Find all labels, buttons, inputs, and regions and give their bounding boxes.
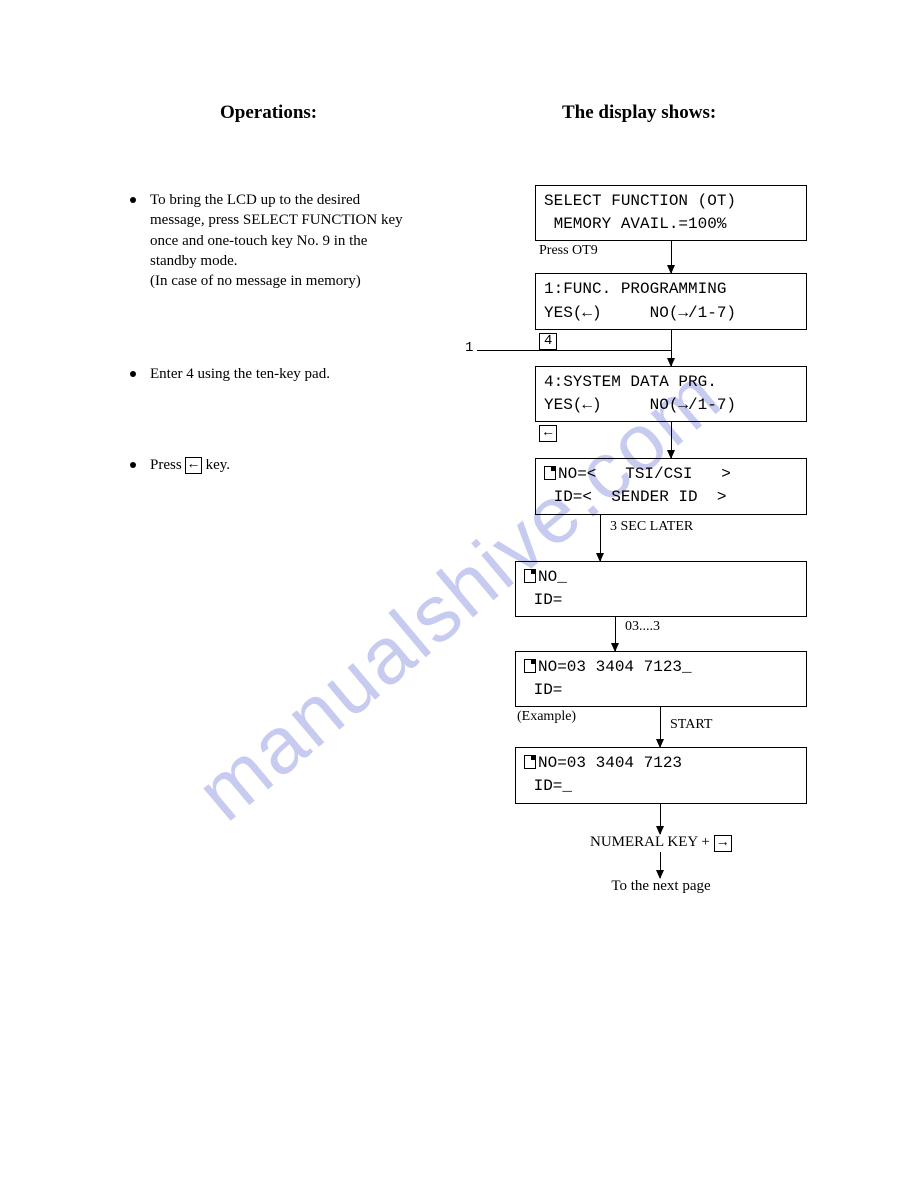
page-icon — [524, 755, 536, 769]
bullet-dot-icon — [130, 197, 136, 203]
lcd-box-2: 1:FUNC. PROGRAMMING YES(←) NO(→/1-7) — [535, 273, 807, 329]
annot-digits: 03....3 — [625, 619, 660, 635]
lcd4-line1: NO=< TSI/CSI > — [558, 465, 731, 483]
bullet-item-2: Enter 4 using the ten-key pad. — [130, 364, 330, 384]
bullet-3-pre: Press — [150, 457, 185, 473]
left-arrow-key-icon: ← — [185, 457, 201, 474]
lcd7-line1: NO=03 3404 7123 — [538, 754, 682, 772]
bullet-dot-icon — [130, 462, 136, 468]
lcd-box-5: NO_ ID= — [515, 561, 807, 617]
annot-start: START — [670, 717, 712, 733]
annot-one: 1 — [465, 340, 473, 356]
display-heading: The display shows: — [562, 102, 716, 124]
annot-next-page: To the next page — [515, 878, 807, 895]
lcd6-line1: NO=03 3404 7123_ — [538, 658, 692, 676]
lcd5-line2: ID= — [524, 591, 562, 609]
page-icon — [524, 569, 536, 583]
lcd-box-3: 4:SYSTEM DATA PRG. YES(←) NO(→/1-7) — [535, 366, 807, 422]
bullet-item-3: Press ← key. — [130, 455, 230, 475]
page-icon — [544, 466, 556, 480]
lcd1-line2: MEMORY AVAIL.=100% — [544, 215, 726, 233]
lcd-box-6: NO=03 3404 7123_ ID= — [515, 651, 807, 707]
lcd1-line1: SELECT FUNCTION (OT) — [544, 192, 736, 210]
flowchart: SELECT FUNCTION (OT) MEMORY AVAIL.=100% … — [495, 185, 815, 895]
annot-press-ot9: Press OT9 — [539, 243, 598, 259]
lcd5-line1: NO_ — [538, 568, 567, 586]
lcd-box-4: NO=< TSI/CSI > ID=< SENDER ID > — [535, 458, 807, 514]
lcd2-line1: 1:FUNC. PROGRAMMING — [544, 280, 726, 298]
numeral-text: NUMERAL KEY + — [590, 834, 714, 850]
lcd2-line2: YES(←) NO(→/1-7) — [544, 304, 736, 322]
operations-heading: Operations: — [220, 102, 317, 124]
lcd3-line1: 4:SYSTEM DATA PRG. — [544, 373, 717, 391]
lcd4-line2: ID=< SENDER ID > — [544, 488, 726, 506]
annot-example: (Example) — [517, 709, 576, 725]
lcd-box-7: NO=03 3404 7123 ID=_ — [515, 747, 807, 803]
bullet-dot-icon — [130, 371, 136, 377]
lcd6-line2: ID= — [524, 681, 562, 699]
lcd-box-1: SELECT FUNCTION (OT) MEMORY AVAIL.=100% — [535, 185, 807, 241]
bullet-2-text: Enter 4 using the ten-key pad. — [150, 364, 330, 384]
annot-3sec: 3 SEC LATER — [610, 519, 693, 535]
key-left-box: ← — [539, 423, 557, 442]
page-icon — [524, 659, 536, 673]
right-arrow-key-icon: → — [714, 835, 732, 852]
bullet-3-post: key. — [202, 457, 230, 473]
annot-numeral-key: NUMERAL KEY + → — [515, 834, 807, 852]
key-4-box: 4 — [539, 331, 557, 350]
lcd3-line2: YES(←) NO(→/1-7) — [544, 396, 736, 414]
bullet-1-text: To bring the LCD up to the desired messa… — [150, 190, 410, 291]
bullet-3-text: Press ← key. — [150, 455, 230, 475]
lcd7-line2: ID=_ — [524, 777, 572, 795]
bullet-item-1: To bring the LCD up to the desired messa… — [130, 190, 410, 291]
